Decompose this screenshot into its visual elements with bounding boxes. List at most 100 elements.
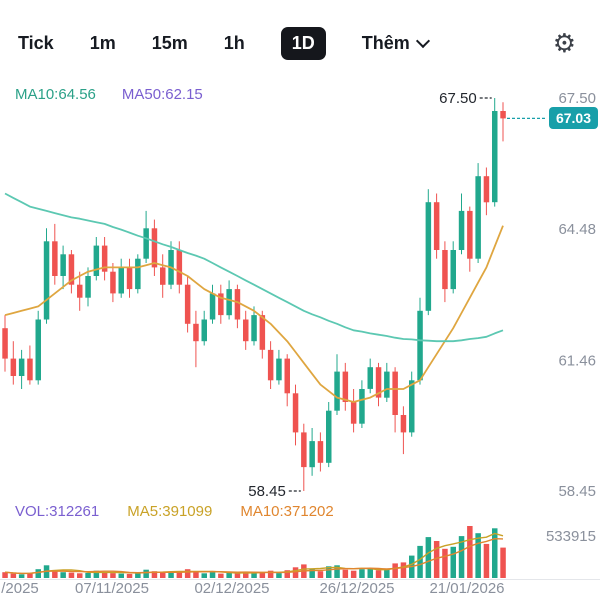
candle-body [301,432,307,468]
candle-body [201,319,207,342]
ma50-indicator-label[interactable]: MA50:62.15 [121,86,203,103]
volume-bar [168,572,174,578]
candle-body [384,371,390,398]
volume-indicator-label[interactable]: VOL:312261 [15,503,100,520]
volume-ma5-label[interactable]: MA5:391099 [127,503,213,520]
candle-body [160,267,166,285]
x-axis-label: 21/01/2026 [429,580,504,597]
volume-bar [334,565,340,578]
volume-bar [417,545,423,578]
candle-body [135,258,141,290]
volume-bar [151,571,158,578]
volume-bar [60,572,66,578]
tab-label: 1h [223,32,245,53]
volume-bar [483,543,490,578]
volume-bar [425,537,432,578]
candle-body [309,441,315,468]
volume-bar [500,547,506,578]
candle-body [500,111,506,119]
volume-axis-label: 533915 [546,528,596,545]
volume-bar [317,571,324,578]
candle-body [209,293,216,320]
volume-bar [342,569,349,578]
candle-body [483,176,490,203]
tab-1h[interactable]: 1h [224,33,245,54]
volume-bar [467,526,473,578]
tab-label: 1m [89,32,116,53]
candle-body [85,276,91,298]
volume-bar [68,572,75,578]
tab-1m[interactable]: 1m [90,33,116,54]
volume-bar [176,571,183,578]
candle-body [151,228,158,268]
candle-body [375,367,382,398]
candle-body [267,349,274,381]
candle-body [259,315,266,350]
volume-bar [284,570,290,578]
candle-body [110,271,116,294]
volume-ma10-label[interactable]: MA10:371202 [240,503,334,520]
candle-body [101,245,108,272]
tab-tick[interactable]: Tick [18,33,54,54]
volume-bar [135,572,141,578]
candle-body [417,310,423,381]
candle-body [60,254,66,276]
settings-gear-icon[interactable]: ⚙ [552,28,576,58]
candle-body [226,289,232,316]
volume-bar [292,567,299,578]
x-axis-label: 07/11/2025 [75,580,149,597]
candle-body [492,111,498,203]
volume-bar [276,573,282,578]
volume-bar [375,570,382,578]
candle-body [52,241,58,276]
timeframe-tabs: Tick 1m 15m 1h 1D Thêm [18,26,430,60]
x-axis-label: 02/12/2025 [194,580,269,597]
volume-bar [18,574,25,578]
candle-body [425,202,432,311]
volume-bar [93,570,100,578]
volume-bar [85,572,91,578]
candle-body [334,371,340,411]
ma-indicator-row: MA10:64.56 MA50:62.15 [15,86,203,103]
candle-body [475,176,481,259]
volume-bar [234,573,241,578]
candle-body [176,250,183,285]
candle-body [118,267,124,294]
volume-bar [475,533,481,578]
volume-bar [2,572,8,578]
x-axis-label: /2025 [1,580,39,597]
candle-body [350,402,357,424]
tab-label: 15m [151,32,188,53]
price-axis-label: 61.46 [558,352,596,369]
candle-body [400,415,407,433]
low-annotation-label: 58.45 [248,483,286,500]
candle-body [467,210,473,259]
volume-bar [143,569,149,578]
volume-bar [118,573,124,578]
volume-bar [218,573,224,578]
candle-body [284,358,290,394]
ma10-indicator-label[interactable]: MA10:64.56 [15,86,96,103]
volume-indicator-row: VOL:312261 MA5:391099 MA10:371202 [15,503,334,520]
tab-label: Tick [18,32,54,53]
ma-line-ma10 [4,225,504,403]
candle-body [18,358,25,376]
tab-1d[interactable]: 1D [280,26,326,60]
volume-bar [326,566,332,578]
tab-15m[interactable]: 15m [152,33,188,54]
volume-bar [101,572,108,578]
volume-bar [433,541,440,578]
tab-label: 1D [291,32,315,53]
tab-them[interactable]: Thêm [362,33,430,54]
price-axis-label: 58.45 [558,483,596,500]
candle-body [93,245,100,276]
candle-body [234,289,241,320]
volume-bar [110,573,116,578]
volume-bar [184,569,191,578]
candle-body [77,284,83,298]
volume-bar [77,573,83,578]
volume-bar [492,528,498,578]
volume-bar [52,570,58,578]
